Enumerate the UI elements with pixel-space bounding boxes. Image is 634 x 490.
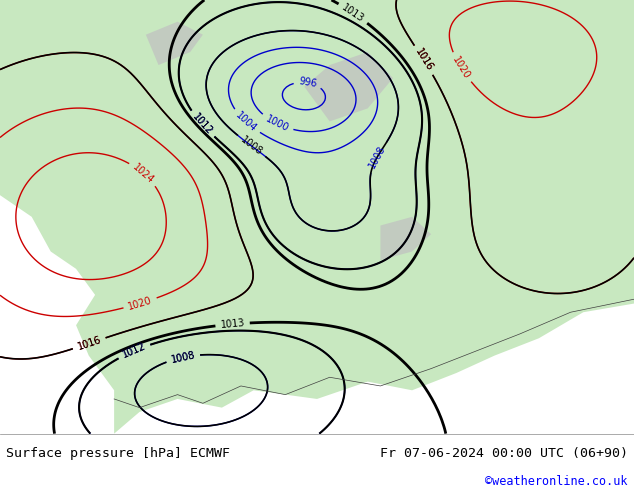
Text: 1012: 1012 bbox=[190, 112, 214, 137]
Text: 1008: 1008 bbox=[170, 350, 196, 365]
Text: 1008: 1008 bbox=[239, 135, 264, 157]
Text: 1008: 1008 bbox=[170, 350, 196, 365]
Polygon shape bbox=[304, 52, 393, 122]
Text: 1012: 1012 bbox=[121, 342, 147, 360]
Polygon shape bbox=[0, 0, 634, 434]
Text: Fr 07-06-2024 00:00 UTC (06+90): Fr 07-06-2024 00:00 UTC (06+90) bbox=[380, 447, 628, 460]
Text: Surface pressure [hPa] ECMWF: Surface pressure [hPa] ECMWF bbox=[6, 447, 230, 460]
Text: 996: 996 bbox=[298, 76, 318, 89]
Polygon shape bbox=[380, 217, 431, 260]
Text: 1016: 1016 bbox=[76, 335, 103, 352]
Text: 1020: 1020 bbox=[450, 54, 472, 81]
Text: ©weatheronline.co.uk: ©weatheronline.co.uk bbox=[485, 475, 628, 488]
Text: 1013: 1013 bbox=[340, 2, 366, 24]
Text: 1016: 1016 bbox=[76, 335, 103, 352]
Text: 1024: 1024 bbox=[131, 162, 156, 185]
Text: 1013: 1013 bbox=[220, 318, 245, 330]
Text: 1012: 1012 bbox=[121, 342, 147, 360]
Text: 1016: 1016 bbox=[413, 47, 434, 73]
Text: 1020: 1020 bbox=[127, 295, 153, 312]
Text: 1004: 1004 bbox=[234, 110, 259, 134]
Text: 1000: 1000 bbox=[264, 114, 290, 133]
Text: 1012: 1012 bbox=[190, 112, 214, 137]
Text: 1016: 1016 bbox=[413, 47, 434, 73]
Polygon shape bbox=[146, 22, 203, 65]
Text: 1008: 1008 bbox=[367, 144, 387, 170]
